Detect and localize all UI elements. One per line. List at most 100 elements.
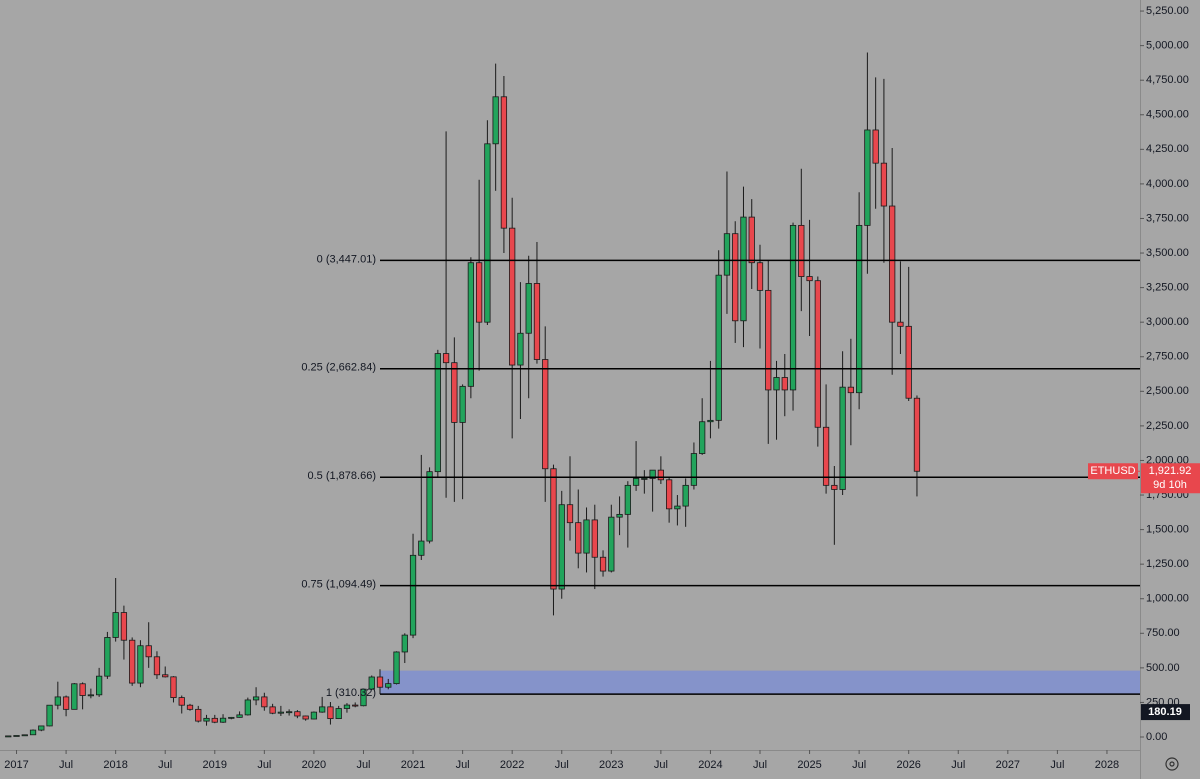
candle xyxy=(352,702,359,708)
candle-body xyxy=(781,377,788,391)
fib-label: 1 (310.32) xyxy=(326,687,376,699)
candle-body xyxy=(269,706,276,714)
candle-body xyxy=(244,699,251,716)
candle-body xyxy=(756,262,764,291)
candle xyxy=(96,667,103,697)
candle-body xyxy=(261,696,268,708)
candle-body xyxy=(649,469,656,479)
candle-body xyxy=(376,676,384,688)
candle-body xyxy=(558,504,565,590)
y-tick-label: 4,500.00 xyxy=(1146,109,1189,121)
candle xyxy=(682,478,689,527)
candle xyxy=(252,687,260,706)
candle xyxy=(558,490,565,599)
candle-body xyxy=(335,708,342,720)
candle xyxy=(517,282,524,419)
candle-body xyxy=(38,725,45,731)
fib-label: 0.5 (1,878.66) xyxy=(308,470,377,482)
candle-body xyxy=(889,205,896,323)
candle xyxy=(71,683,78,710)
x-tick-label: 2025 xyxy=(797,759,821,771)
candle-body xyxy=(360,688,367,707)
candle xyxy=(426,467,433,544)
candle xyxy=(657,456,664,484)
candle-body xyxy=(5,735,12,738)
candle-body xyxy=(211,717,218,723)
candle-body xyxy=(310,711,318,720)
candle xyxy=(54,681,61,710)
candle-body xyxy=(352,704,359,707)
candle xyxy=(5,735,12,738)
candle-body xyxy=(87,694,94,697)
candle-body xyxy=(467,262,474,387)
candle-body xyxy=(170,676,177,698)
x-tick-label: 2027 xyxy=(996,759,1020,771)
y-tick-label: 3,250.00 xyxy=(1146,282,1189,294)
candle xyxy=(599,550,607,577)
candle-body xyxy=(21,734,28,737)
candle-body xyxy=(864,129,871,226)
candle-body xyxy=(608,516,615,572)
y-tick-label: 2,250.00 xyxy=(1146,420,1189,432)
y-tick-label: 3,000.00 xyxy=(1146,316,1189,328)
candle xyxy=(327,702,334,725)
candle xyxy=(699,398,706,455)
candle xyxy=(666,477,673,523)
candle-body xyxy=(252,696,260,701)
candle xyxy=(467,257,474,399)
candle-body xyxy=(517,332,524,366)
last-price-box xyxy=(1141,463,1200,494)
candle-body xyxy=(286,711,293,714)
candle xyxy=(376,669,384,695)
x-tick-label: Jul xyxy=(852,759,866,771)
candle-body xyxy=(434,353,441,473)
candle-body xyxy=(748,216,755,264)
candle-body xyxy=(484,143,491,323)
candle-body xyxy=(418,540,425,556)
candle xyxy=(831,465,838,545)
candle xyxy=(756,244,764,349)
candle xyxy=(641,470,648,494)
candle xyxy=(79,682,86,710)
x-tick-label: Jul xyxy=(654,759,668,771)
candle xyxy=(822,384,830,494)
x-tick-label: 2024 xyxy=(698,759,722,771)
crosshair-price-box xyxy=(1141,704,1190,721)
candle xyxy=(87,688,94,699)
x-tick-label: Jul xyxy=(257,759,271,771)
candle xyxy=(789,222,797,411)
candle-body xyxy=(913,397,921,472)
x-tick-label: Jul xyxy=(951,759,965,771)
candle xyxy=(880,78,888,263)
candle-body xyxy=(219,717,227,723)
candle-body xyxy=(492,96,499,145)
candle-body xyxy=(442,353,450,364)
candle xyxy=(459,384,466,500)
candle-body xyxy=(690,453,698,486)
candle-body xyxy=(203,717,210,722)
y-tick-label: 1,000.00 xyxy=(1146,593,1189,605)
candle xyxy=(360,688,367,707)
y-tick-label: 4,750.00 xyxy=(1146,74,1189,86)
x-tick-label: 2022 xyxy=(500,759,524,771)
candle xyxy=(451,337,458,502)
candle xyxy=(715,250,722,429)
x-tick-label: 2026 xyxy=(896,759,920,771)
candle-body xyxy=(765,289,772,391)
candle-body xyxy=(385,683,392,688)
candle xyxy=(765,259,772,444)
candle xyxy=(104,631,111,679)
candle-body xyxy=(905,325,912,399)
settings-button[interactable] xyxy=(1165,757,1179,771)
candle-body xyxy=(814,280,821,428)
y-tick-label: 500.00 xyxy=(1146,662,1180,674)
candle xyxy=(219,714,227,723)
y-tick-label: 3,500.00 xyxy=(1146,247,1189,259)
candle xyxy=(674,495,681,526)
y-tick-label: 5,250.00 xyxy=(1146,5,1189,17)
candle xyxy=(137,640,144,688)
candle-body xyxy=(822,426,830,486)
candle xyxy=(162,666,169,678)
candle xyxy=(46,704,53,727)
